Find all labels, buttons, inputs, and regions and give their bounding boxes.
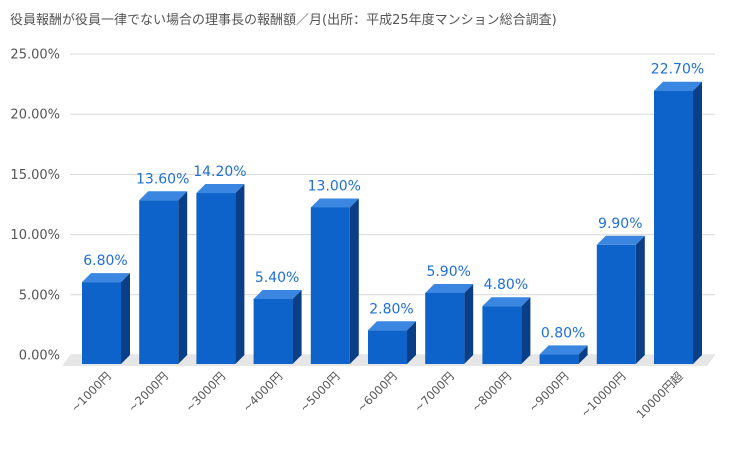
- data-label: 13.60%: [136, 171, 189, 187]
- bar-side: [464, 283, 474, 364]
- data-label: 9.90%: [598, 216, 642, 232]
- bars: [82, 81, 702, 364]
- data-label: 0.80%: [541, 325, 585, 341]
- bar-front: [539, 354, 579, 364]
- y-tick-label: 10.00%: [10, 228, 60, 243]
- bar-front: [596, 244, 636, 364]
- bar-front: [253, 298, 293, 364]
- x-tick-label: ~4000円: [240, 369, 286, 415]
- x-tick-label: ~9000円: [526, 369, 572, 415]
- x-tick-label: ~5000円: [297, 369, 343, 415]
- bar-top: [368, 321, 416, 331]
- bar-side: [578, 345, 588, 364]
- bar-top: [539, 345, 588, 355]
- bar: [82, 273, 130, 364]
- x-tick-label: ~3000円: [182, 369, 228, 415]
- data-label: 14.20%: [193, 164, 246, 180]
- bar: [253, 289, 302, 364]
- bar: [539, 345, 588, 364]
- bar-side: [407, 321, 416, 364]
- bar-side: [349, 198, 359, 364]
- bar: [368, 321, 416, 364]
- bar-top: [654, 81, 702, 91]
- x-axis-ticks: ~1000円 ~2000円 ~3000円 ~4000円 ~5000円 ~6000円 ~700…: [68, 369, 686, 421]
- bar: [139, 191, 188, 364]
- bar-front: [139, 200, 179, 364]
- data-label: 6.80%: [83, 253, 127, 269]
- y-axis-ticks: 0.00% 5.00% 10.00% 15.00% 20.00% 25.00%: [10, 48, 60, 364]
- bar-top: [310, 198, 359, 208]
- bar-top: [253, 289, 302, 299]
- data-label: 5.40%: [255, 270, 299, 286]
- bar-side: [635, 235, 645, 364]
- bar-side: [292, 289, 302, 364]
- bar-top: [139, 191, 188, 201]
- data-label: 13.00%: [308, 178, 361, 194]
- data-label: 2.80%: [369, 301, 413, 317]
- y-tick-label: 0.00%: [19, 349, 60, 364]
- bar-top: [482, 297, 531, 307]
- bar-top: [596, 235, 645, 245]
- bar: [425, 283, 474, 364]
- bar-front: [310, 207, 350, 364]
- x-tick-label: ~6000円: [354, 369, 400, 415]
- y-tick-label: 15.00%: [10, 168, 60, 183]
- bar-front: [368, 330, 407, 364]
- bar-top: [196, 184, 245, 194]
- bar-side: [693, 81, 702, 364]
- x-tick-label: ~1000円: [68, 369, 114, 415]
- bar: [596, 235, 645, 364]
- bar-top: [82, 273, 130, 283]
- bar-side: [235, 184, 245, 364]
- data-labels: 6.80% 13.60% 14.20% 5.40% 13.00% 2.80% 5.90% 4.…: [83, 62, 704, 342]
- data-label: 22.70%: [651, 62, 704, 78]
- x-tick-label: ~10000円: [578, 369, 629, 420]
- bar: [310, 198, 359, 364]
- y-tick-label: 20.00%: [10, 108, 60, 123]
- bar-front: [654, 90, 693, 364]
- data-label: 5.90%: [426, 264, 470, 280]
- data-label: 4.80%: [484, 277, 528, 293]
- bar-front: [482, 306, 522, 364]
- x-tick-label: 10000円超: [634, 369, 686, 421]
- x-tick-label: ~2000円: [125, 369, 171, 415]
- bar-side: [178, 191, 188, 364]
- bar: [196, 184, 245, 364]
- bar-front: [425, 292, 465, 364]
- chart-title: 役員報酬が役員一律でない場合の理事長の報酬額／月(出所：平成25年度マンション総…: [10, 13, 557, 28]
- y-tick-label: 5.00%: [19, 288, 60, 303]
- x-tick-label: ~7000円: [411, 369, 457, 415]
- y-tick-label: 25.00%: [10, 48, 60, 63]
- bar-side: [521, 297, 531, 364]
- x-tick-label: ~8000円: [468, 369, 514, 415]
- bar: [654, 81, 702, 364]
- bar-front: [82, 282, 121, 364]
- bar-side: [121, 273, 130, 364]
- bar-top: [425, 283, 474, 293]
- bar: [482, 297, 531, 364]
- bar-front: [196, 193, 236, 364]
